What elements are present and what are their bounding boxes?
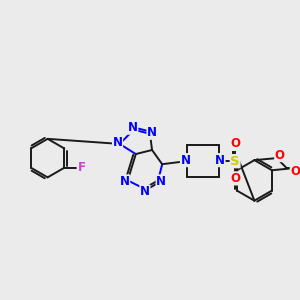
- Text: O: O: [230, 172, 240, 185]
- Text: N: N: [181, 154, 190, 166]
- Text: N: N: [156, 175, 166, 188]
- Text: N: N: [215, 154, 225, 166]
- Text: N: N: [120, 175, 130, 188]
- Text: N: N: [140, 185, 150, 198]
- Text: N: N: [147, 126, 157, 139]
- Text: F: F: [77, 161, 86, 174]
- Text: S: S: [230, 154, 240, 168]
- Text: N: N: [128, 121, 138, 134]
- Text: O: O: [275, 148, 285, 162]
- Text: O: O: [290, 165, 300, 178]
- Text: O: O: [230, 137, 240, 150]
- Text: N: N: [112, 136, 123, 149]
